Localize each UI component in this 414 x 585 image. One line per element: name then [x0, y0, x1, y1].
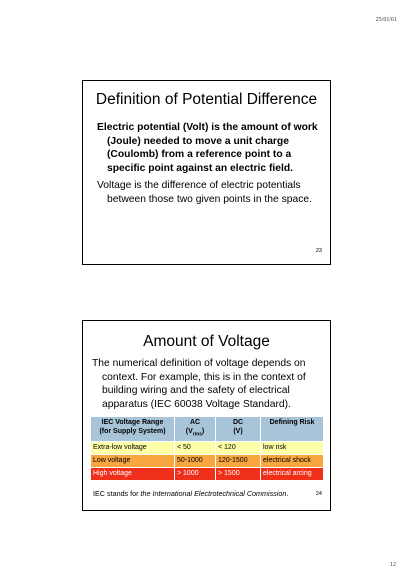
header-risk: Defining Risk	[260, 416, 324, 442]
header-range-line1: IEC Voltage Range	[101, 419, 164, 427]
header-ac-sub: rms	[192, 431, 202, 438]
cell-range: High voltage	[90, 466, 175, 481]
slide-title: Amount of Voltage	[143, 333, 270, 350]
note-italic: the International Electrotechnical Commi…	[140, 489, 287, 498]
header-ac-line2-suffix: )	[201, 427, 205, 435]
page-date: 25/01/61	[375, 17, 397, 23]
header-dc: DC (V)	[215, 416, 261, 442]
table-row: Extra-low voltage < 50 < 120 low risk	[90, 440, 324, 455]
header-ac-line2-prefix: (V	[185, 427, 193, 435]
cell-ac: > 1000	[174, 466, 216, 481]
cell-dc: < 120	[215, 440, 261, 455]
table-header-row: IEC Voltage Range (for Supply System) AC…	[90, 416, 324, 442]
cell-ac: 50-1000	[174, 453, 216, 468]
slide-amount-of-voltage: Amount of Voltage The numerical definiti…	[82, 320, 331, 511]
note-prefix: IEC stands for	[93, 489, 141, 498]
header-ac-line1: AC	[189, 419, 201, 427]
header-ac: AC (Vrms)	[174, 416, 216, 442]
slide-title: Definition of Potential Difference	[95, 91, 318, 108]
cell-range: Low voltage	[90, 453, 175, 468]
cell-risk: electrical shock	[260, 453, 324, 468]
cell-dc: > 1500	[215, 466, 261, 481]
table-row: Low voltage 50-1000 120-1500 electrical …	[90, 453, 324, 468]
header-dc-line2: (V)	[233, 427, 243, 435]
voltage-paragraph: Voltage is the difference of electric po…	[97, 180, 312, 205]
cell-risk: electrical arcing	[260, 466, 324, 481]
context-paragraph: The numerical definition of voltage depe…	[92, 358, 306, 410]
slide-potential-difference: Definition of Potential Difference Elect…	[82, 80, 331, 265]
header-dc-line1: DC	[232, 419, 244, 427]
header-range: IEC Voltage Range (for Supply System)	[90, 416, 175, 442]
cell-range: Extra-low voltage	[90, 440, 175, 455]
page-number: 12	[390, 562, 396, 568]
cell-dc: 120-1500	[215, 453, 261, 468]
voltage-table: IEC Voltage Range (for Supply System) AC…	[90, 416, 324, 481]
table-row: High voltage > 1000 > 1500 electrical ar…	[90, 466, 324, 481]
cell-risk: low risk	[260, 440, 324, 455]
cell-ac: < 50	[174, 440, 216, 455]
slide-number: 24	[315, 491, 322, 497]
definition-paragraph: Electric potential (Volt) is the amount …	[97, 122, 318, 174]
iec-note: IEC stands for the International Electro…	[93, 489, 288, 498]
note-suffix: .	[286, 489, 289, 498]
slide-number: 23	[315, 248, 322, 254]
header-range-line2: (for Supply System)	[99, 427, 166, 435]
